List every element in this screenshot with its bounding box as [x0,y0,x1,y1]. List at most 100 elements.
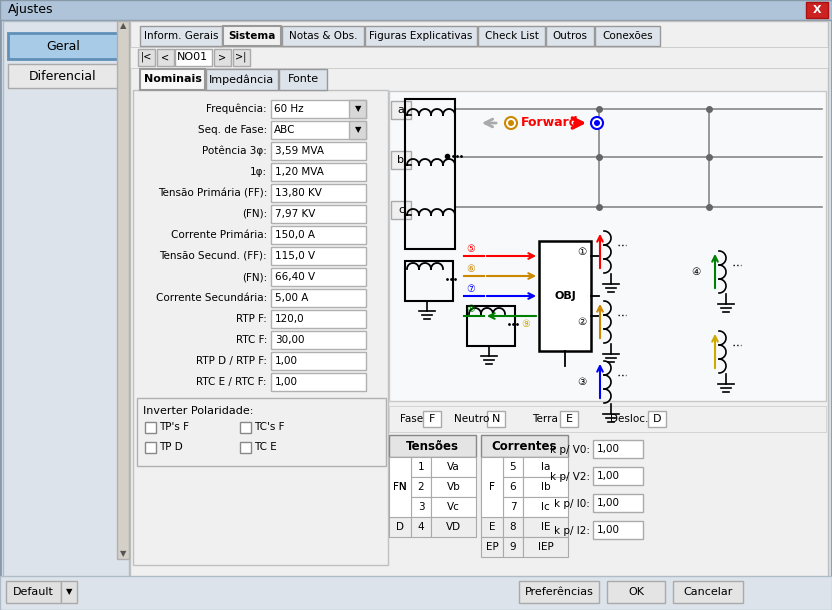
Bar [0,576,832,610]
Text: 1,00: 1,00 [275,356,298,366]
Bar [279,69,327,90]
Bar [133,90,388,565]
Text: F: F [489,482,495,492]
Bar [481,457,503,477]
Bar [214,49,231,66]
Text: Ic: Ic [541,502,550,512]
Text: OBJ: OBJ [554,291,576,301]
Bar [593,467,643,485]
Text: 1: 1 [418,462,424,472]
Text: Inform. Gerais: Inform. Gerais [144,31,218,41]
Text: ⑦: ⑦ [466,284,475,294]
Bar [140,26,222,46]
Bar [3,21,129,579]
Text: Va: Va [447,462,460,472]
Bar [157,49,174,66]
Text: Corrente Secundária:: Corrente Secundária: [156,293,267,303]
Bar [411,457,431,477]
Bar [145,442,156,453]
Bar [595,26,660,46]
Bar [61,581,77,603]
Bar [271,121,366,139]
Bar [423,411,441,427]
Bar [145,422,156,433]
Text: >|: >| [235,52,246,62]
Text: 7,97 KV: 7,97 KV [275,209,315,219]
Bar [503,457,523,477]
Text: ⑥: ⑥ [466,264,475,274]
Bar [271,373,366,391]
Bar [481,457,503,517]
Bar [431,477,476,497]
Text: FN: FN [394,482,407,492]
Text: RTP F:: RTP F: [236,314,267,324]
Bar [523,477,568,497]
Text: Vc: Vc [447,502,460,512]
Text: Ib: Ib [541,482,550,492]
Text: 8: 8 [510,522,517,532]
Text: 2: 2 [418,482,424,492]
Text: <: < [161,52,169,62]
Text: 6: 6 [510,482,517,492]
Text: Diferencial: Diferencial [29,70,97,82]
Bar [271,289,366,307]
Bar [481,517,503,537]
Text: ▼: ▼ [354,104,361,113]
Bar [389,435,476,457]
Bar [271,205,366,223]
Text: 60 Hz: 60 Hz [274,104,304,114]
Text: E: E [566,414,572,424]
Text: 4: 4 [418,522,424,532]
Text: >: > [218,52,226,62]
Text: 1,00: 1,00 [275,377,298,387]
Bar [487,411,505,427]
Text: Outros: Outros [552,31,587,41]
Bar [593,440,643,458]
Bar [138,49,155,66]
Text: Frequência:: Frequência: [206,104,267,114]
Text: F: F [489,482,495,492]
Bar [389,517,411,537]
Text: 1,00: 1,00 [597,498,620,508]
Bar [389,497,411,517]
Text: ①: ① [577,247,586,257]
Bar [405,261,453,301]
Circle shape [594,120,600,126]
Text: ▼: ▼ [354,126,361,134]
Text: TC E: TC E [254,442,277,452]
Text: 30,00: 30,00 [275,335,305,345]
Text: E: E [488,522,495,532]
Text: 1,00: 1,00 [597,471,620,481]
Text: ▼: ▼ [120,550,126,559]
Bar [271,100,366,118]
Text: ③: ③ [577,377,586,387]
Bar [411,497,431,517]
Bar [349,121,366,139]
Text: X: X [813,5,821,15]
Circle shape [505,117,517,129]
Text: k p/ I0:: k p/ I0: [554,499,590,509]
Bar [389,457,411,477]
Bar [391,201,411,219]
Bar [478,26,545,46]
Bar [175,49,212,66]
Bar [481,537,503,557]
Text: Inverter Polaridade:: Inverter Polaridade: [143,406,254,416]
Bar [593,521,643,539]
Text: RTC E / RTC F:: RTC E / RTC F: [196,377,267,387]
Text: NO01: NO01 [177,52,208,62]
Text: EP: EP [486,542,498,552]
Bar [481,477,503,497]
Bar [271,352,366,370]
Bar [503,497,523,517]
Text: 120,0: 120,0 [275,314,305,324]
Text: Fase: Fase [400,414,423,424]
Text: Sistema: Sistema [228,31,275,41]
Text: Terra: Terra [532,414,558,424]
Bar [523,537,568,557]
Bar [140,69,205,90]
Text: 3: 3 [418,502,424,512]
Text: OK: OK [628,587,644,597]
Bar [271,184,366,202]
Text: 7: 7 [510,502,517,512]
